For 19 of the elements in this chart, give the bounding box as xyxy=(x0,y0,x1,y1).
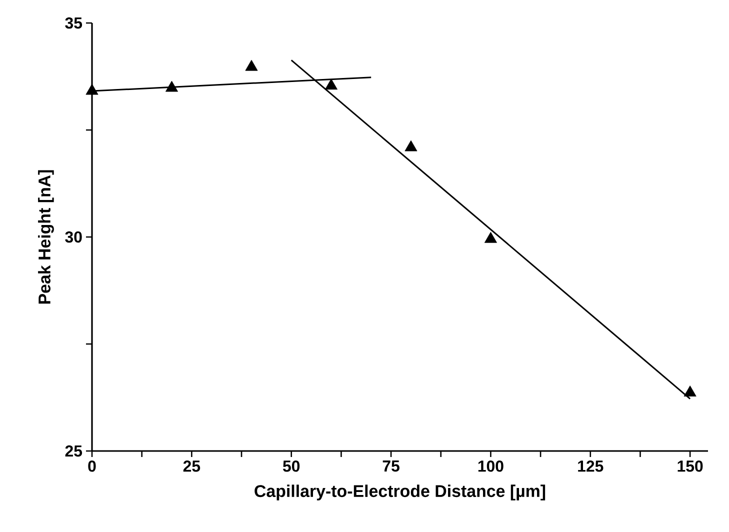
x-axis-title: Capillary-to-Electrode Distance [µm] xyxy=(254,484,546,500)
point xyxy=(404,140,418,152)
y-tick-label: 30 xyxy=(65,231,82,243)
y-tick-label: 35 xyxy=(65,17,82,29)
x-tick-label: 125 xyxy=(578,460,604,472)
point xyxy=(484,232,497,243)
point xyxy=(165,80,178,92)
x-tick-label: 75 xyxy=(382,460,400,472)
point xyxy=(245,60,258,71)
x-tick-label: 0 xyxy=(88,460,96,472)
x-tick-label: 50 xyxy=(282,460,300,472)
y-axis-title: Peak Height [nA] xyxy=(38,170,54,304)
point xyxy=(86,84,98,95)
y-tick-label: 25 xyxy=(65,445,82,457)
x-tick-label: 25 xyxy=(183,460,200,472)
x-tick-label: 150 xyxy=(678,460,703,472)
point xyxy=(324,78,338,90)
point xyxy=(684,386,696,396)
x-tick-label: 100 xyxy=(478,460,504,472)
